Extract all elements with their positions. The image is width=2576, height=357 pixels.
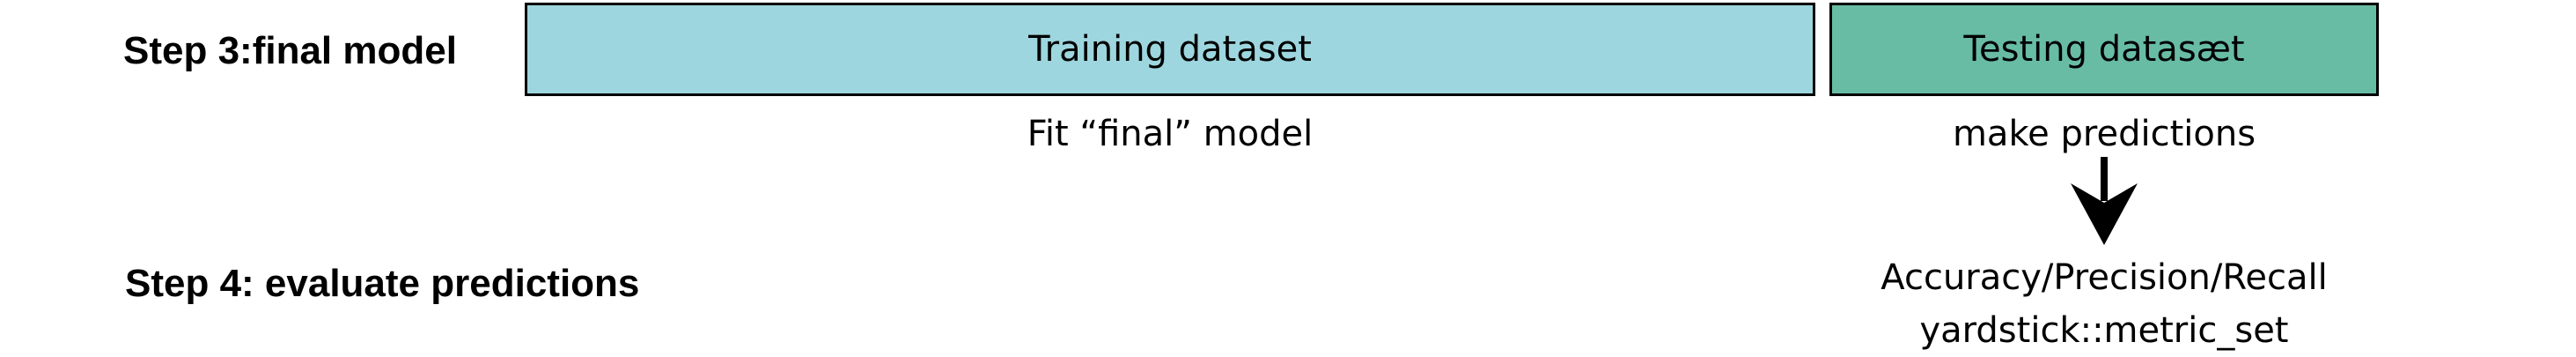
training-dataset-label: Training dataset [1028, 29, 1312, 70]
step3-label: Step 3:final model [123, 29, 457, 72]
testing-dataset-label: Testing datasæt [1963, 29, 2245, 70]
step4-label: Step 4: evaluate predictions [125, 262, 640, 305]
training-dataset-box: Training dataset [525, 3, 1815, 96]
metrics-line1: Accuracy/Precision/Recall [1880, 257, 2328, 298]
metrics-line2: yardstick::metric_set [1919, 310, 2289, 351]
make-predictions-caption: make predictions [1952, 114, 2256, 154]
fit-final-model-caption: Fit “final” model [1027, 114, 1314, 154]
testing-dataset-box: Testing datasæt [1829, 3, 2379, 96]
down-arrow-icon [2071, 157, 2138, 245]
